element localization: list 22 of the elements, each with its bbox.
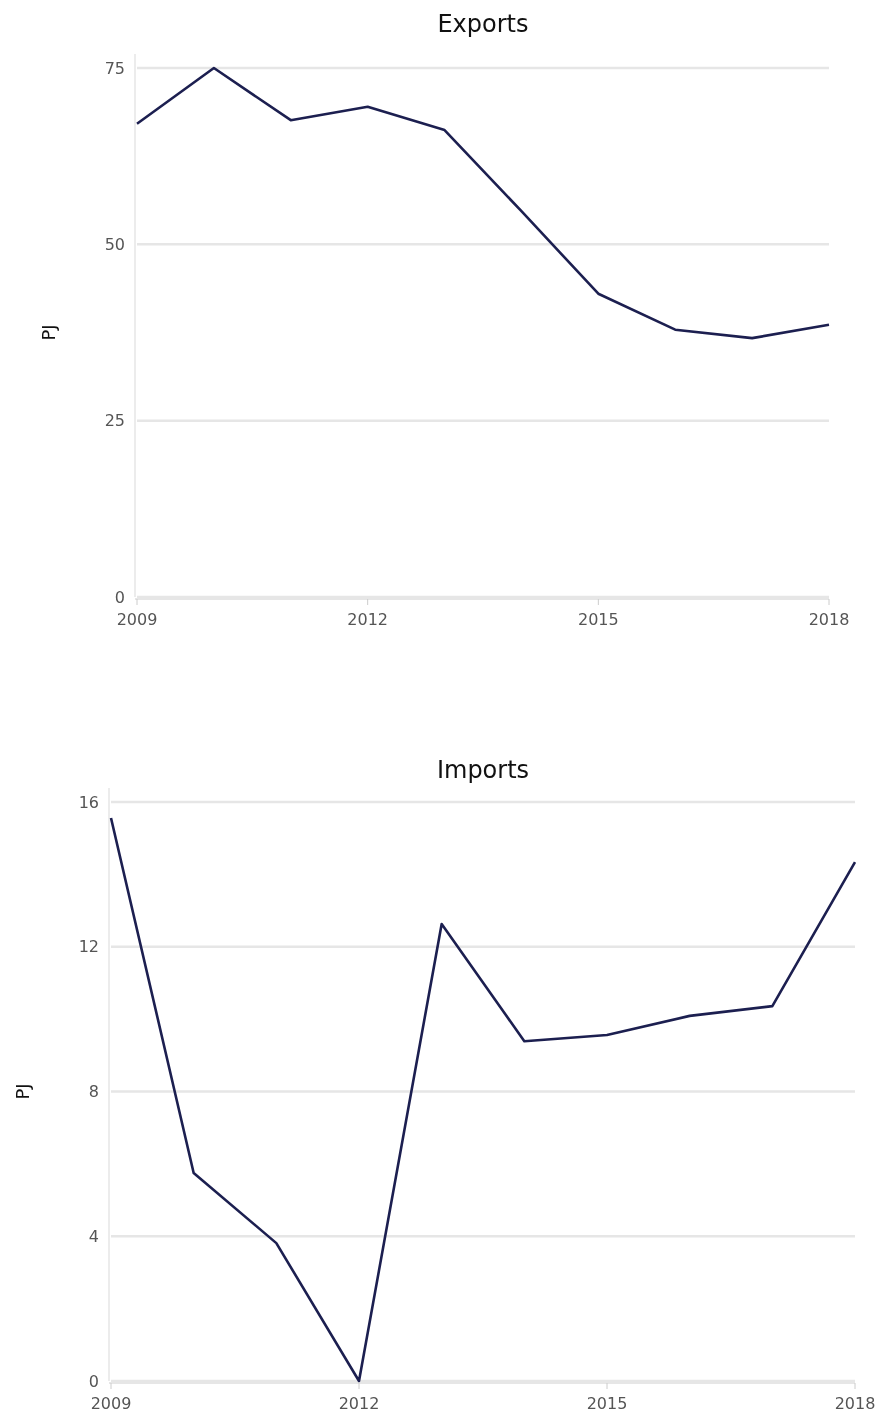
x-tick-label: 2009: [90, 1394, 132, 1413]
x-tick-label: 2015: [586, 1394, 628, 1413]
y-tick-label: 25: [104, 411, 125, 431]
y-tick-label: 50: [104, 234, 125, 254]
y-axis-title: PJ: [38, 324, 59, 341]
y-tick-label: 8: [88, 1082, 99, 1102]
line-series: [135, 66, 831, 340]
chart-title: Imports: [436, 756, 530, 784]
x-tick-label: 2012: [338, 1394, 380, 1413]
x-tick-label: 2018: [808, 610, 850, 629]
y-tick-label: 16: [78, 792, 99, 812]
y-tick-label: 75: [104, 58, 125, 78]
y-axis-title: PJ: [12, 1083, 33, 1100]
x-tick-label: 2012: [347, 610, 389, 629]
x-tick-label: 2009: [116, 610, 158, 629]
x-tick-label: 2015: [577, 610, 619, 629]
y-tick-label: 4: [88, 1226, 99, 1246]
y-tick-label: 0: [88, 1371, 99, 1391]
x-tick-label: 2018: [834, 1394, 876, 1413]
y-tick-label: 0: [114, 587, 125, 607]
y-tick-label: 12: [78, 937, 99, 957]
chart-title: Exports: [437, 10, 529, 38]
